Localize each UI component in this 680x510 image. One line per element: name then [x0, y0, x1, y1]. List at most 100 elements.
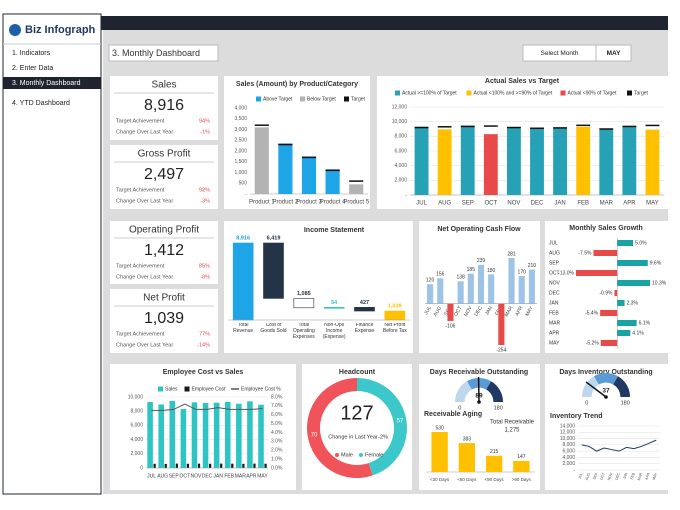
- kpi-row-label: Change Over Last Year: [116, 274, 173, 280]
- x-tick-label: NOV: [607, 472, 614, 481]
- data-label: 5.0%: [635, 240, 647, 246]
- data-label: 170: [518, 269, 527, 275]
- x-tick-label: FEB: [224, 473, 234, 479]
- gauge-band: [613, 376, 630, 397]
- x-tick-label: DEC: [531, 201, 544, 207]
- donut-slice: [306, 378, 373, 478]
- gauge-band: [582, 376, 599, 397]
- menu-item[interactable]: 2. Enter Data: [12, 65, 53, 72]
- bar: [513, 460, 530, 472]
- legend-label: Male: [341, 452, 353, 458]
- bar: [506, 127, 521, 195]
- gauge-hub: [477, 400, 481, 404]
- category-label: MAR: [549, 320, 561, 326]
- x-tick-label: FEB: [630, 472, 636, 480]
- y-tick-label: 8,000: [130, 409, 143, 415]
- bar: [175, 463, 178, 468]
- data-label: 10.3%: [652, 280, 667, 286]
- bar: [220, 463, 223, 468]
- data-label: 281: [507, 251, 516, 257]
- y-tick-label: 3.0%: [271, 439, 283, 445]
- legend-label: Employee Cost: [192, 386, 227, 392]
- y-tick-label: 2,000: [394, 178, 407, 184]
- category-label: FEB: [549, 310, 559, 316]
- bar: [158, 404, 164, 468]
- title-box: [108, 44, 219, 62]
- bar: [530, 127, 544, 195]
- category-label: Cost of Goods Sold: [260, 323, 287, 334]
- bar: [483, 134, 498, 195]
- selected-month[interactable]: MAY: [607, 50, 622, 57]
- x-tick-label: MAR: [235, 473, 247, 479]
- bar: [242, 463, 245, 468]
- bar: [264, 463, 267, 468]
- line-series: [151, 403, 263, 411]
- y-tick-label: 8,000: [562, 442, 575, 448]
- y-tick-label: 8,000: [394, 134, 407, 140]
- legend-label: Target: [351, 96, 366, 102]
- sidebar: [2, 13, 102, 495]
- y-tick-label: 2,500: [234, 138, 247, 144]
- x-tick-label: <60 Days: [457, 477, 477, 482]
- x-tick-label: AUG: [438, 201, 451, 207]
- category-label: Total Revenue: [233, 323, 254, 334]
- total-value: 1,275: [504, 428, 520, 434]
- bar: [147, 401, 153, 468]
- bar: [224, 401, 231, 468]
- waterfall-bar: [232, 242, 254, 321]
- category-label: AUG: [549, 250, 560, 256]
- chart-title: Sales (Amount) by Product/Category: [236, 81, 358, 88]
- category-label-box: Total Operating Expenses: [293, 323, 315, 339]
- x-tick-label: MAR: [637, 472, 644, 481]
- kpi-title: Operating Profit: [129, 225, 199, 236]
- panel: [110, 221, 218, 284]
- menu-item[interactable]: 3. Monthly Dashboard: [12, 80, 81, 87]
- x-tick-label: NOV: [463, 305, 474, 318]
- data-label: 180: [487, 268, 496, 274]
- data-label: 185: [467, 267, 476, 273]
- waterfall-bar: [263, 242, 284, 299]
- legend-swatch: [395, 90, 400, 96]
- legend-swatch: [256, 96, 261, 102]
- kpi-row-label: Change Over Last Year: [116, 342, 173, 348]
- bar: [488, 274, 495, 304]
- data-label: -106: [445, 323, 455, 329]
- bar: [447, 303, 454, 321]
- month-select[interactable]: [595, 44, 632, 62]
- legend-swatch: [466, 90, 472, 96]
- kpi-row-value: 77%: [199, 331, 210, 337]
- x-tick-label: Product 5: [343, 200, 369, 206]
- x-tick-label: DEC: [615, 472, 621, 481]
- data-label: 427: [360, 300, 369, 306]
- data-label: -5.4%: [585, 310, 599, 316]
- y-tick-label: 3,500: [234, 116, 247, 122]
- bar: [460, 125, 475, 195]
- gauge-band: [594, 373, 618, 385]
- bar: [253, 463, 256, 468]
- y-tick-label: 500: [239, 181, 248, 187]
- category-label: JAN: [549, 300, 559, 306]
- kpi-row-label: Target Achievement: [116, 118, 165, 124]
- y-tick-label: 2,000: [130, 451, 143, 457]
- data-label: -254: [496, 347, 506, 353]
- kpi-row-value: 92%: [199, 187, 210, 193]
- menu-item[interactable]: 1. Indicators: [12, 50, 51, 57]
- y-tick-label: 6.0%: [271, 412, 283, 418]
- category-label: Finance Expense: [354, 323, 375, 334]
- bar: [477, 264, 485, 304]
- data-label: -7.5%: [578, 250, 592, 256]
- y-tick-label: 8.0%: [271, 394, 283, 400]
- kpi-row-value: -3%: [200, 198, 210, 204]
- waterfall-bar: [384, 310, 406, 321]
- category-label-box: Non-Ops Income (Expense): [323, 323, 346, 339]
- kpi-row-value: 85%: [199, 263, 210, 269]
- category-label: Net Profit Before Tax: [382, 323, 407, 334]
- menu-item[interactable]: 4. YTD Dashboard: [12, 100, 70, 107]
- x-tick-label: AUG: [157, 473, 168, 479]
- bar: [458, 443, 476, 472]
- x-tick-label: NOV: [190, 473, 202, 479]
- y-tick-label: 1,500: [234, 159, 247, 165]
- gauge-value: 37: [602, 388, 610, 395]
- bar: [518, 276, 525, 304]
